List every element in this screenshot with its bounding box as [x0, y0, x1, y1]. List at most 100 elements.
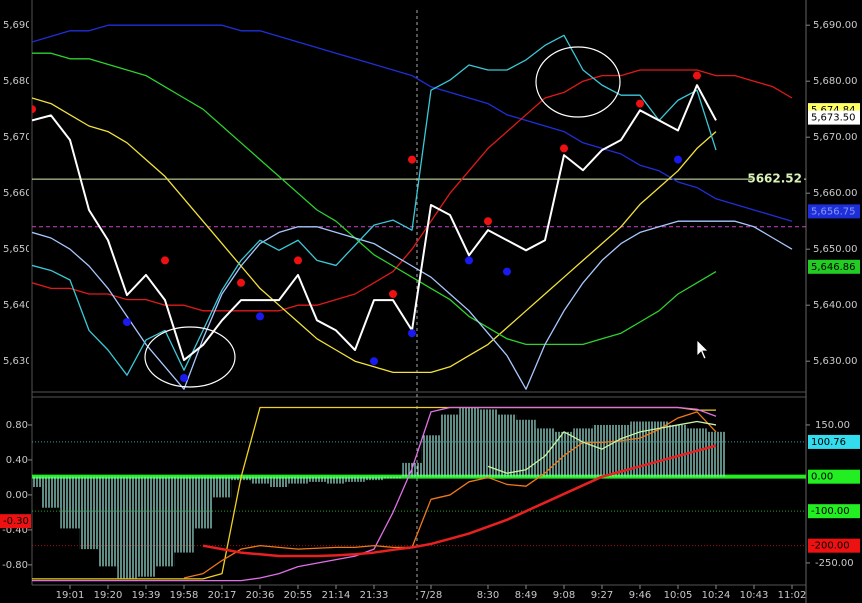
series-line [32, 34, 717, 376]
x-tick-label: 19:01 [56, 590, 85, 601]
signal-dot [237, 278, 245, 287]
histogram-bar [155, 476, 175, 567]
y-tick-label: 0.80 [6, 420, 28, 431]
x-tick-label: 19:58 [170, 590, 199, 601]
series-line [32, 69, 793, 312]
series-line [32, 220, 793, 390]
x-tick-label: 19:39 [132, 590, 161, 601]
value-box [808, 434, 860, 449]
histogram-bar [516, 419, 536, 477]
value-box [0, 514, 31, 529]
annotation-ellipse [535, 46, 621, 118]
y2-tick-label: -250.00 [815, 558, 854, 569]
histogram-bar [250, 476, 270, 484]
value-box-label: -200.00 [811, 541, 850, 552]
x-tick-label: 21:33 [360, 590, 389, 601]
y-tick-label-left: 5,630.00 [3, 356, 48, 367]
histogram-bar [98, 476, 118, 567]
series-line [32, 52, 717, 346]
value-box [808, 204, 860, 219]
signal-dot [465, 256, 473, 265]
series-line [32, 406, 717, 582]
signal-dot [408, 329, 416, 338]
axes: 5,630.00 5,630.00 5,640.00 5,640.00 5,650.00… [0, 20, 860, 601]
y-tick-label-left: 5,680.00 [3, 76, 48, 87]
oscillator-panel [32, 406, 806, 582]
histogram-bar [193, 476, 213, 529]
series-line [32, 97, 717, 374]
histogram-bar [117, 476, 137, 579]
x-tick-label: 10:24 [702, 590, 731, 601]
x-tick-label: 20:55 [284, 590, 313, 601]
signal-dot [693, 71, 701, 80]
value-box-label: 5,674.84 [811, 105, 856, 116]
value-box-label: 5,656.75 [811, 206, 856, 217]
histogram-bar [60, 476, 80, 529]
value-box [808, 504, 860, 519]
mouse-cursor [696, 339, 709, 360]
x-tick-label: 8:49 [515, 590, 537, 601]
value-box-label: -100.00 [811, 506, 850, 517]
series-line [32, 24, 793, 222]
x-tick-label: 9:46 [629, 590, 651, 601]
x-tick-label: 10:05 [664, 590, 693, 601]
histogram-bar [364, 476, 384, 481]
signal-dot [161, 256, 169, 265]
x-tick-label: 11:02 [778, 590, 807, 601]
y-tick-label: 0.40 [6, 455, 28, 466]
histogram-bar [307, 476, 327, 482]
y-tick-label: -0.40 [2, 525, 28, 536]
histogram-bar [383, 476, 403, 479]
histogram-bar [535, 428, 555, 477]
y-tick-label: 5,680.00 [813, 76, 858, 87]
histogram-bar [174, 476, 194, 553]
x-tick-label: 9:08 [553, 590, 575, 601]
value-box [808, 110, 860, 125]
y-tick-label: 5,670.00 [813, 132, 858, 143]
histogram-bar [136, 476, 156, 577]
histogram-bar [32, 476, 42, 488]
histogram-bar [79, 476, 99, 550]
histogram-bar [573, 428, 593, 477]
signal-dot [294, 256, 302, 265]
signal-dot [674, 155, 682, 164]
value-box-label: 0.00 [811, 472, 833, 483]
value-box [808, 469, 860, 484]
y2-tick-label: 150.00 [815, 420, 850, 431]
value-box [808, 259, 860, 274]
signal-dot [32, 105, 36, 114]
signal-dot [636, 99, 644, 108]
histogram-bar [212, 476, 232, 498]
histogram-bar [478, 409, 498, 477]
x-tick-label: 20:17 [208, 590, 237, 601]
annotation-ellipse [144, 326, 236, 388]
value-box-label: -0.30 [3, 516, 29, 527]
histogram-bar [687, 428, 707, 477]
y-tick-label: 5,650.00 [813, 244, 858, 255]
signal-dot [503, 267, 511, 276]
y-tick-label: 0.00 [6, 490, 28, 501]
histogram-bar [326, 476, 346, 484]
signal-dot [408, 155, 416, 164]
histogram-bar [706, 431, 726, 477]
x-tick-label: 21:14 [322, 590, 351, 601]
y-tick-label: 5,630.00 [813, 356, 858, 367]
histogram-bar [269, 476, 289, 488]
signal-dot [560, 144, 568, 153]
y-tick-label-left: 5,660.00 [3, 188, 48, 199]
y-tick-label-left: 5,650.00 [3, 244, 48, 255]
y-tick-label: 5,690.00 [813, 20, 858, 31]
x-tick-label: 8:30 [477, 590, 499, 601]
histogram-bar [41, 476, 61, 508]
histogram-bar [611, 424, 631, 477]
histogram-bar [497, 414, 517, 477]
histogram-bar [288, 476, 308, 484]
x-tick-label: 7/28 [420, 590, 442, 601]
series-line [32, 84, 717, 362]
series-line [183, 411, 717, 579]
series-line [202, 444, 717, 558]
y-tick-label: -0.80 [2, 560, 28, 571]
histogram-bar [440, 414, 460, 477]
